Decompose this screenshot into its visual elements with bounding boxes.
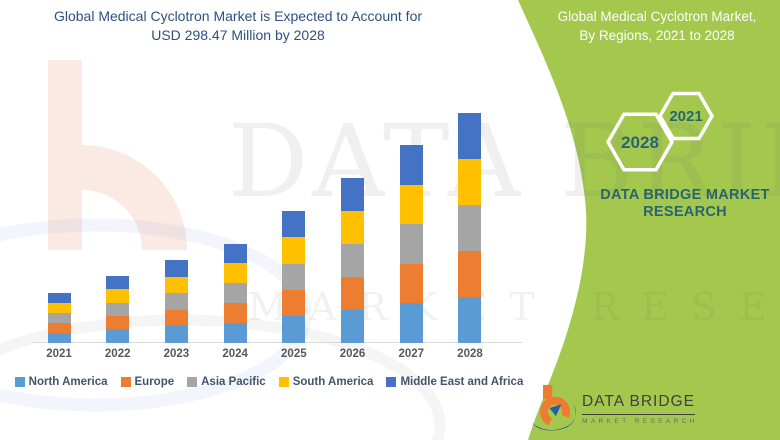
stacked-bar-2022	[106, 276, 130, 343]
x-axis-label-2027: 2027	[398, 348, 425, 360]
logo-stem	[543, 384, 553, 399]
side-panel-title-line1: Global Medical Cyclotron Market,	[557, 9, 757, 24]
bar-segment-south-america	[164, 276, 188, 293]
stacked-bar-2026	[341, 177, 365, 343]
hexagon-2028-label: 2028	[621, 133, 659, 152]
bar-segment-europe	[47, 322, 71, 333]
bar-segment-north-america	[223, 322, 247, 343]
stacked-bar-2021	[47, 293, 71, 343]
bar-segment-middle-east-and-africa	[282, 211, 306, 238]
legend-item-north-america: North America	[14, 376, 108, 388]
bar-segment-europe	[223, 302, 247, 323]
stacked-bar-2028	[458, 112, 482, 343]
bar-segment-south-america	[458, 158, 482, 205]
bar-segment-north-america	[164, 326, 188, 343]
bar-segment-europe	[282, 289, 306, 317]
x-axis-line	[33, 342, 522, 343]
x-axis-label-2023: 2023	[163, 348, 190, 360]
bar-segment-middle-east-and-africa	[341, 177, 365, 211]
x-axis-label-2022: 2022	[104, 348, 131, 360]
bar-segment-north-america	[341, 309, 365, 343]
bar-segment-north-america	[106, 329, 130, 343]
bar-segment-asia-pacific	[458, 204, 482, 251]
chart-title-line2: USD 298.47 Million by 2028	[151, 27, 325, 43]
bar-segment-south-america	[106, 289, 130, 303]
legend-item-middle-east-and-africa: Middle East and Africa	[386, 376, 523, 388]
bar-segment-europe	[341, 276, 365, 310]
side-panel-title: Global Medical Cyclotron Market, By Regi…	[538, 7, 776, 45]
stacked-bar-2027	[399, 145, 423, 343]
side-panel-title-line2: By Regions, 2021 to 2028	[579, 28, 735, 43]
bar-segment-asia-pacific	[282, 263, 306, 290]
legend-label: South America	[292, 376, 374, 388]
bar-segment-asia-pacific	[341, 243, 365, 277]
chart-title-line1: Global Medical Cyclotron Market is Expec…	[53, 8, 423, 24]
bar-segment-asia-pacific	[223, 283, 247, 303]
chart-legend: North America Europe Asia Pacific South Ame…	[14, 376, 523, 388]
legend-label: North America	[28, 376, 108, 388]
data-bridge-logo-icon	[531, 384, 576, 431]
bar-segment-middle-east-and-africa	[106, 276, 130, 290]
bar-segment-north-america	[47, 332, 71, 343]
x-axis-label-2024: 2024	[222, 348, 248, 360]
bar-segment-middle-east-and-africa	[399, 145, 423, 185]
chart-title: Global Medical Cyclotron Market is Expec…	[12, 7, 464, 45]
hexagon-2021-label: 2021	[669, 108, 703, 125]
legend-label: Europe	[134, 376, 175, 388]
brand-text: DATA BRIDGE MARKET RESEARCH	[600, 187, 770, 220]
bar-segment-middle-east-and-africa	[223, 243, 247, 264]
legend-swatch	[386, 377, 397, 387]
bar-segment-asia-pacific	[399, 224, 423, 264]
bar-segment-south-america	[223, 263, 247, 284]
bar-segment-south-america	[399, 184, 423, 225]
x-axis-label-2025: 2025	[281, 348, 307, 360]
bar-segment-south-america	[282, 237, 306, 264]
bar-segment-europe	[106, 315, 130, 330]
bar-segment-europe	[164, 309, 188, 326]
legend-swatch	[120, 377, 131, 387]
legend-item-south-america: South America	[278, 376, 374, 388]
bar-segment-south-america	[341, 210, 365, 244]
legend-label: Middle East and Africa	[400, 376, 524, 388]
stacked-bar-2025	[282, 211, 306, 343]
bar-segment-europe	[458, 250, 482, 297]
x-axis-label-2028: 2028	[457, 348, 483, 360]
legend-swatch	[187, 377, 198, 387]
bar-segment-north-america	[458, 296, 482, 343]
logo-name: DATA BRIDGE	[582, 393, 695, 415]
bar-segment-middle-east-and-africa	[47, 293, 71, 303]
legend-swatch	[14, 377, 25, 387]
bar-segment-south-america	[47, 302, 71, 313]
stacked-bar-2024	[223, 243, 247, 343]
data-bridge-logo-text: DATA BRIDGE MARKET RESEARCH	[582, 393, 732, 425]
bar-segment-north-america	[399, 303, 423, 343]
x-axis-label-2026: 2026	[339, 348, 366, 360]
bar-segment-middle-east-and-africa	[164, 260, 188, 277]
logo-leaf	[549, 404, 562, 417]
bar-segment-europe	[399, 263, 423, 304]
legend-item-europe: Europe	[120, 376, 175, 388]
bar-segment-asia-pacific	[164, 293, 188, 310]
legend-label: Asia Pacific	[201, 376, 266, 388]
bar-segment-middle-east-and-africa	[458, 112, 482, 159]
x-axis-label-2021: 2021	[46, 348, 72, 360]
logo-subtitle: MARKET RESEARCH	[582, 418, 698, 425]
bar-segment-asia-pacific	[106, 302, 130, 316]
legend-swatch	[278, 377, 289, 387]
stacked-bar-2023	[164, 260, 188, 343]
bar-segment-north-america	[282, 316, 306, 343]
legend-item-asia-pacific: Asia Pacific	[187, 376, 266, 388]
bar-segment-asia-pacific	[47, 312, 71, 323]
